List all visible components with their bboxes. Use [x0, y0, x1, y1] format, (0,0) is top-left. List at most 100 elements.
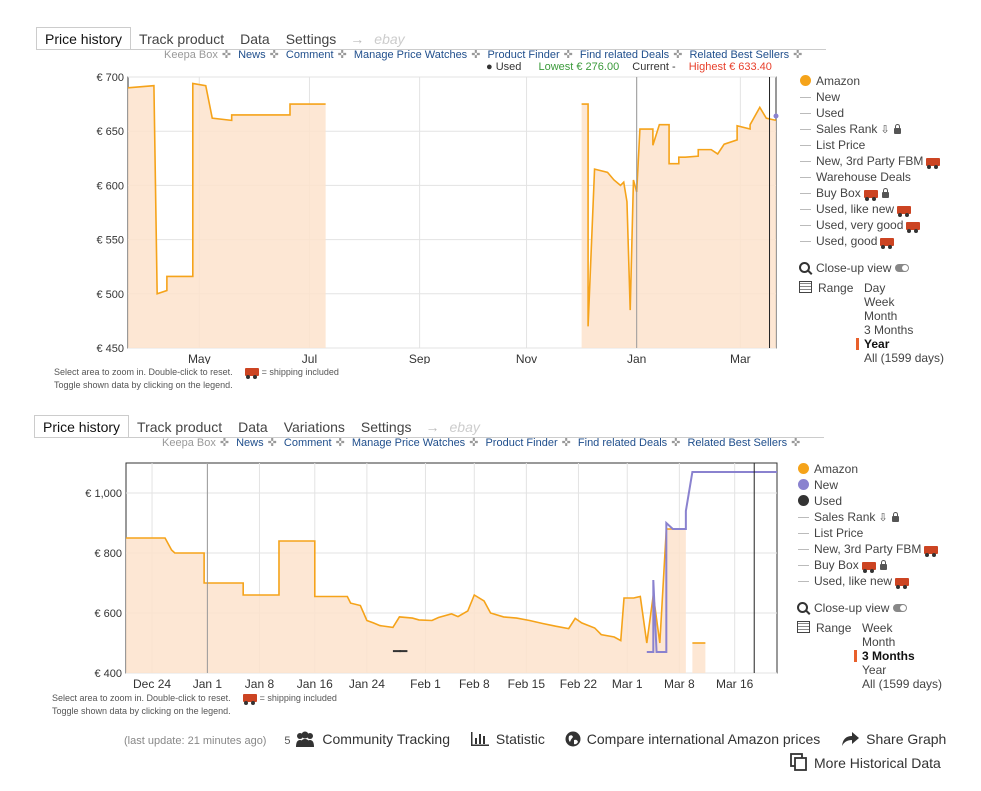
x-tick-label: Jul — [302, 352, 317, 364]
legend-sales-rank[interactable]: Sales Rank ⇩ — [800, 121, 940, 137]
ebay-logo[interactable]: ebay — [374, 31, 405, 47]
link-find-related-deals[interactable]: Find related Deals — [577, 437, 668, 449]
link-keepa-box[interactable]: Keepa Box — [162, 437, 216, 449]
tab-data[interactable]: Data — [240, 31, 270, 47]
legend-used-like-new[interactable]: Used, like new — [798, 573, 938, 589]
range-option-all[interactable]: All (1599 days) — [862, 677, 943, 691]
tab-settings[interactable]: Settings — [285, 31, 337, 47]
dash-icon — [800, 129, 811, 130]
range-label: Range — [818, 281, 854, 295]
price-history-panel-3-months: Price history Track product Data Variati… — [0, 412, 981, 722]
separator-icon: ✜ — [673, 49, 683, 61]
range-option-all[interactable]: All (1599 days) — [864, 351, 945, 365]
range-option-day[interactable]: Day — [864, 281, 886, 295]
legend-amazon[interactable]: Amazon — [798, 461, 938, 477]
tab-underline — [36, 49, 826, 50]
more-historical-data-label: More Historical Data — [814, 755, 941, 771]
truck-icon — [924, 546, 939, 557]
series-area-amazon — [692, 643, 706, 673]
range-option-month[interactable]: Month — [862, 635, 896, 649]
tab-settings[interactable]: Settings — [360, 419, 412, 435]
dash-icon — [798, 565, 809, 566]
link-comment[interactable]: Comment — [285, 49, 334, 61]
legend-buy-box[interactable]: Buy Box — [798, 557, 938, 573]
more-historical-data-link[interactable]: More Historical Data — [790, 753, 941, 771]
range-option-week[interactable]: Week — [864, 295, 895, 309]
link-find-related-deals[interactable]: Find related Deals — [579, 49, 670, 61]
legend-list-price[interactable]: List Price — [798, 525, 938, 541]
legend-label: Used, like new — [816, 202, 895, 216]
legend-used-very-good[interactable]: Used, very good — [800, 217, 940, 233]
tab-track-product[interactable]: Track product — [137, 419, 223, 435]
community-tracking-link[interactable]: Community Tracking — [294, 731, 453, 747]
legend-new[interactable]: New — [800, 89, 940, 105]
range-option-year[interactable]: Year — [855, 337, 944, 351]
y-tick-label: € 550 — [96, 235, 124, 247]
closeup-view-toggle[interactable]: Close-up view — [797, 601, 908, 615]
tab-track-product[interactable]: Track product — [139, 31, 225, 47]
globe-icon — [565, 731, 581, 747]
legend-sales-rank[interactable]: Sales Rank ⇩ — [798, 509, 938, 525]
link-news[interactable]: News — [238, 49, 266, 61]
hint-shipping-text: = shipping included — [261, 367, 339, 377]
toggle-switch-icon[interactable] — [895, 264, 910, 272]
share-icon — [842, 732, 860, 746]
lock-icon — [891, 512, 899, 522]
statistic-link[interactable]: Statistic — [470, 731, 549, 747]
chart-hint: Select area to zoom in. Double-click to … — [54, 366, 339, 392]
separator-icon: ✜ — [793, 49, 803, 61]
dash-icon — [800, 209, 811, 210]
price-chart-year[interactable]: € 450 € 500 € 550 € 600 € 650 € 700 May Jul Sep N… — [0, 24, 981, 364]
range-option-week[interactable]: Week — [862, 621, 893, 635]
new-dot-icon — [798, 479, 809, 490]
used-dot-icon — [798, 495, 809, 506]
lock-icon — [881, 188, 889, 198]
dash-icon — [800, 161, 811, 162]
legend-new-3rd-party-fbm[interactable]: New, 3rd Party FBM — [798, 541, 939, 557]
sort-icon: ⇩ — [878, 512, 888, 524]
legend-used[interactable]: Used — [800, 105, 940, 121]
tab-price-history[interactable]: Price history — [36, 27, 132, 50]
dash-icon — [800, 145, 811, 146]
legend-new[interactable]: New — [798, 477, 938, 493]
legend-label: Warehouse Deals — [816, 170, 911, 184]
legend-amazon[interactable]: Amazon — [800, 73, 940, 89]
legend-buy-box[interactable]: Buy Box — [800, 185, 940, 201]
link-manage-price-watches[interactable]: Manage Price Watches — [353, 49, 468, 61]
legend-used[interactable]: Used — [798, 493, 938, 509]
closeup-view-toggle[interactable]: Close-up view — [799, 261, 910, 275]
tab-variations[interactable]: Variations — [283, 419, 345, 435]
link-related-best-sellers[interactable]: Related Best Sellers — [687, 437, 788, 449]
range-option-3-months[interactable]: 3 Months — [864, 323, 914, 337]
ebay-logo[interactable]: ebay — [449, 419, 480, 435]
dash-icon — [798, 549, 809, 550]
legend-warehouse-deals[interactable]: Warehouse Deals — [800, 169, 940, 185]
range-option-3-months[interactable]: 3 Months — [853, 649, 942, 663]
y-tick-label: € 500 — [96, 289, 124, 301]
compare-prices-link[interactable]: Compare international Amazon prices — [565, 731, 824, 747]
link-product-finder[interactable]: Product Finder — [485, 437, 558, 449]
y-tick-label: € 450 — [96, 343, 124, 355]
link-keepa-box[interactable]: Keepa Box — [164, 49, 218, 61]
status-lowest: Lowest € 276.00 — [538, 61, 620, 73]
legend-used-like-new[interactable]: Used, like new — [800, 201, 940, 217]
range-option-year[interactable]: Year — [862, 663, 887, 677]
price-chart-3-months[interactable]: € 400 € 600 € 800 € 1,000 Dec 24 Jan 1 Jan 8 Ja… — [0, 412, 981, 697]
link-related-best-sellers[interactable]: Related Best Sellers — [689, 49, 790, 61]
range-option-month[interactable]: Month — [864, 309, 898, 323]
link-product-finder[interactable]: Product Finder — [487, 49, 560, 61]
x-tick-label: Nov — [516, 352, 537, 364]
link-comment[interactable]: Comment — [283, 437, 332, 449]
tab-price-history[interactable]: Price history — [34, 415, 130, 438]
share-graph-link[interactable]: Share Graph — [840, 731, 946, 747]
link-news[interactable]: News — [236, 437, 264, 449]
legend-new-3rd-party-fbm[interactable]: New, 3rd Party FBM — [800, 153, 941, 169]
y-tick-label: € 600 — [94, 608, 122, 620]
legend-list-price[interactable]: List Price — [800, 137, 940, 153]
toggle-switch-icon[interactable] — [893, 604, 908, 612]
tab-data[interactable]: Data — [238, 419, 268, 435]
legend-used-good[interactable]: Used, good — [800, 233, 940, 249]
link-manage-price-watches[interactable]: Manage Price Watches — [351, 437, 466, 449]
copy-icon — [790, 753, 807, 771]
range-label-row: Range — [799, 281, 853, 295]
